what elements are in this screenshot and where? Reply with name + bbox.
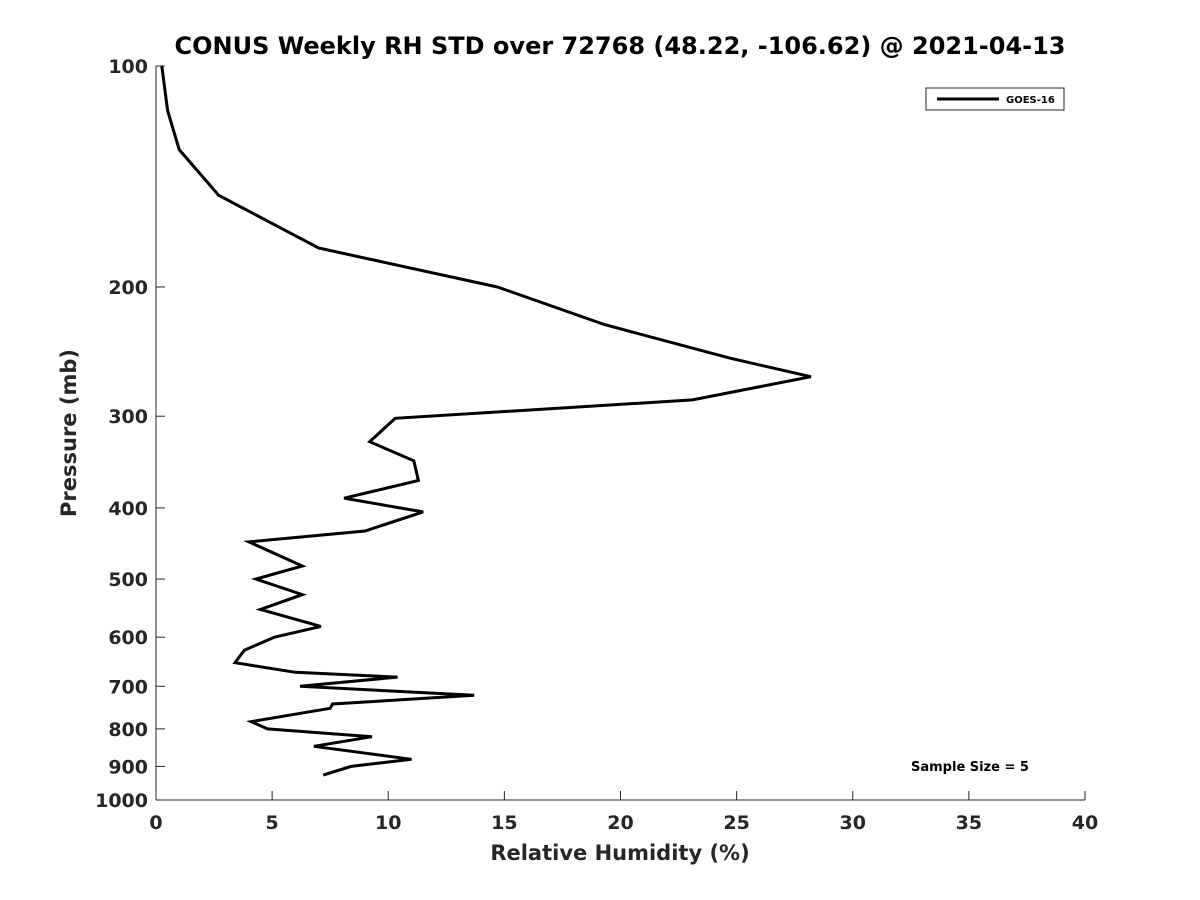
legend: GOES-16 bbox=[925, 87, 1065, 111]
x-tick-label: 5 bbox=[266, 812, 279, 834]
y-tick-label: 200 bbox=[108, 277, 148, 299]
y-tick-label: 300 bbox=[108, 406, 148, 428]
y-axis-label: Pressure (mb) bbox=[57, 349, 81, 517]
legend-label-goes16: GOES-16 bbox=[1006, 95, 1055, 106]
x-ticks: 0 5 10 15 20 25 30 35 40 bbox=[149, 791, 1098, 834]
sample-size-note: Sample Size = 5 bbox=[911, 760, 1029, 775]
x-tick-label: 40 bbox=[1072, 812, 1098, 834]
x-axis-label: Relative Humidity (%) bbox=[490, 841, 749, 865]
y-tick-label: 500 bbox=[108, 569, 148, 591]
chart-title: CONUS Weekly RH STD over 72768 (48.22, -… bbox=[174, 32, 1065, 60]
y-tick-label: 700 bbox=[108, 676, 148, 698]
x-tick-label: 25 bbox=[723, 812, 749, 834]
series-line-goes16 bbox=[160, 65, 812, 777]
y-tick-label: 100 bbox=[108, 56, 148, 78]
x-tick-label: 35 bbox=[956, 812, 982, 834]
y-tick-label: 800 bbox=[108, 719, 148, 741]
x-tick-label: 0 bbox=[149, 812, 162, 834]
x-tick-label: 10 bbox=[375, 812, 401, 834]
x-tick-label: 15 bbox=[491, 812, 517, 834]
y-ticks: 100 200 300 400 500 600 700 800 900 1000 bbox=[95, 56, 165, 812]
x-tick-label: 30 bbox=[840, 812, 866, 834]
y-tick-label: 600 bbox=[108, 627, 148, 649]
y-tick-label: 1000 bbox=[95, 790, 148, 812]
y-tick-label: 400 bbox=[108, 498, 148, 520]
x-tick-label: 20 bbox=[607, 812, 633, 834]
y-tick-label: 900 bbox=[108, 756, 148, 778]
